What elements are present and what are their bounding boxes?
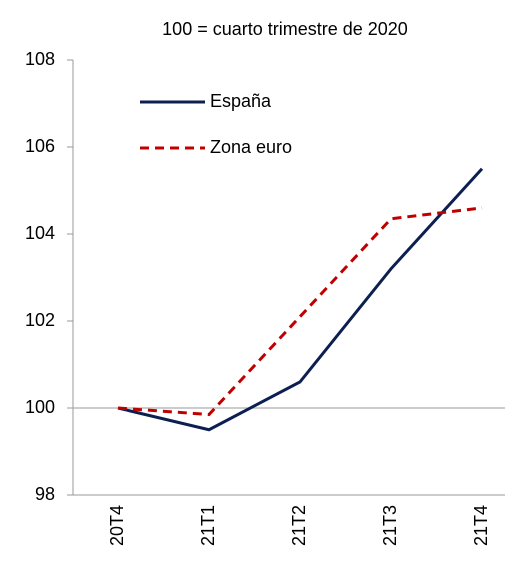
y-tick-label: 108 (25, 49, 55, 69)
legend-label: España (210, 91, 272, 111)
legend-label: Zona euro (210, 137, 292, 157)
x-tick-label: 20T4 (107, 505, 127, 546)
x-tick-label: 21T1 (198, 505, 218, 546)
y-tick-label: 102 (25, 310, 55, 330)
y-tick-label: 106 (25, 136, 55, 156)
series-line (117, 206, 483, 417)
x-tick-label: 21T4 (471, 505, 491, 546)
y-tick-label: 98 (35, 484, 55, 504)
y-tick-label: 100 (25, 397, 55, 417)
chart-title: 100 = cuarto trimestre de 2020 (162, 19, 408, 39)
series-line (117, 167, 484, 432)
y-tick-label: 104 (25, 223, 55, 243)
x-tick-label: 21T3 (380, 505, 400, 546)
x-tick-label: 21T2 (289, 505, 309, 546)
